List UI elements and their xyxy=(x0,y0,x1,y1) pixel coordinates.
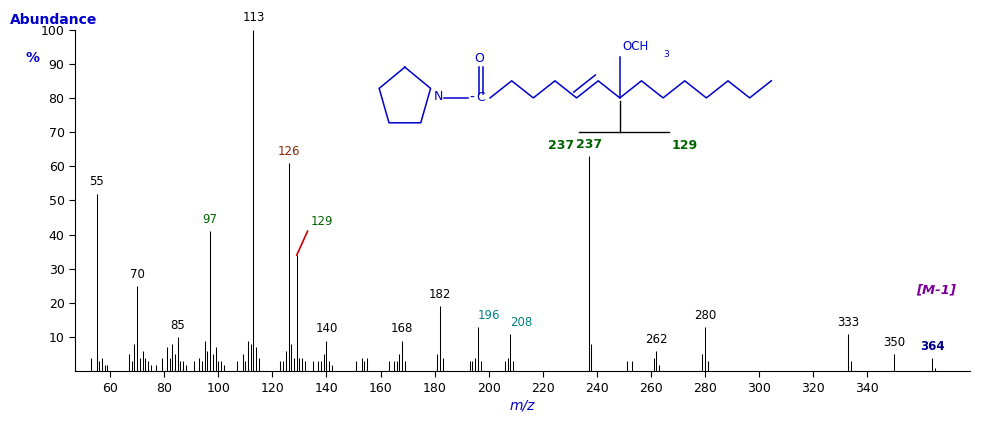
Text: O: O xyxy=(474,52,484,65)
Text: [M-1]: [M-1] xyxy=(916,283,956,296)
Text: 196: 196 xyxy=(478,309,500,322)
Text: 168: 168 xyxy=(391,322,413,335)
Text: 97: 97 xyxy=(203,213,218,226)
Text: 350: 350 xyxy=(883,336,905,349)
Text: -: - xyxy=(470,91,475,105)
Text: OCH: OCH xyxy=(623,41,649,54)
Text: 140: 140 xyxy=(315,322,338,335)
Text: 182: 182 xyxy=(429,288,451,301)
X-axis label: m/z: m/z xyxy=(510,399,535,413)
Text: 85: 85 xyxy=(170,319,185,332)
Text: 333: 333 xyxy=(837,316,859,329)
Text: 237: 237 xyxy=(576,138,602,151)
Text: C: C xyxy=(477,92,485,104)
Text: %: % xyxy=(25,51,39,65)
Text: 237: 237 xyxy=(548,139,574,152)
Text: N: N xyxy=(433,90,443,103)
Text: 113: 113 xyxy=(242,11,265,24)
Text: 208: 208 xyxy=(510,316,533,329)
Text: 3: 3 xyxy=(663,50,669,59)
Text: 129: 129 xyxy=(310,215,333,228)
Text: 364: 364 xyxy=(920,340,944,352)
Text: 70: 70 xyxy=(130,268,145,281)
Text: 262: 262 xyxy=(645,333,668,346)
Text: 280: 280 xyxy=(694,309,716,322)
Text: 129: 129 xyxy=(671,139,697,152)
Text: Abundance: Abundance xyxy=(10,13,97,27)
Text: 126: 126 xyxy=(277,145,300,158)
Text: 55: 55 xyxy=(89,176,104,189)
